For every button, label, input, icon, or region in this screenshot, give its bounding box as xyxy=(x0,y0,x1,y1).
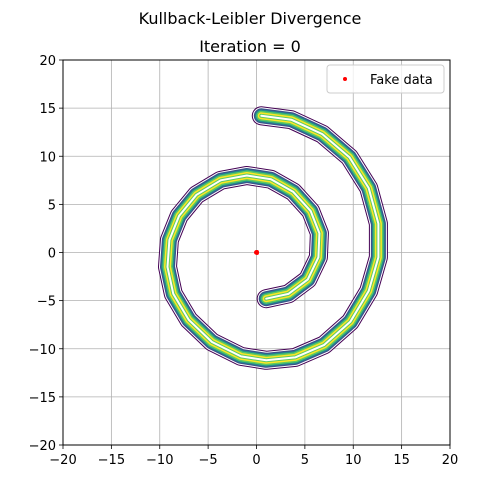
fake-data-point xyxy=(254,250,259,255)
y-tick-label: −10 xyxy=(29,343,56,358)
x-tick-label: 0 xyxy=(252,453,260,468)
y-tick-label: 5 xyxy=(48,198,56,213)
x-tick-label: −15 xyxy=(98,453,125,468)
x-tick-label: 5 xyxy=(301,453,309,468)
x-tick-label: −20 xyxy=(49,453,76,468)
y-tick-label: 20 xyxy=(39,54,56,69)
legend: Fake data xyxy=(326,64,445,94)
x-tick-label: −10 xyxy=(146,453,173,468)
y-tick-label: 10 xyxy=(39,150,56,165)
legend-box xyxy=(326,64,445,94)
density-contour-spiral xyxy=(158,106,388,370)
chart-title: Kullback-Leibler Divergence xyxy=(139,9,362,28)
y-tick-label: −20 xyxy=(29,439,56,454)
contour-level xyxy=(166,114,380,362)
legend-label-fake-data: Fake data xyxy=(370,73,433,88)
axis-ticks: −20 −15 −10 −5 0 5 10 15 20 −20 −15 −10 −5 0 5 10 15 20 xyxy=(29,54,459,468)
x-tick-label: 15 xyxy=(393,453,410,468)
chart-subtitle: Iteration = 0 xyxy=(199,37,301,56)
y-tick-label: 0 xyxy=(48,247,56,262)
x-tick-label: −5 xyxy=(199,453,218,468)
x-tick-label: 20 xyxy=(442,453,459,468)
y-tick-label: −15 xyxy=(29,391,56,406)
x-tick-label: 10 xyxy=(345,453,362,468)
y-tick-label: −5 xyxy=(37,295,56,310)
fake-data-points xyxy=(254,250,259,255)
legend-marker-fake-data xyxy=(343,77,347,81)
y-tick-label: 15 xyxy=(39,102,56,117)
